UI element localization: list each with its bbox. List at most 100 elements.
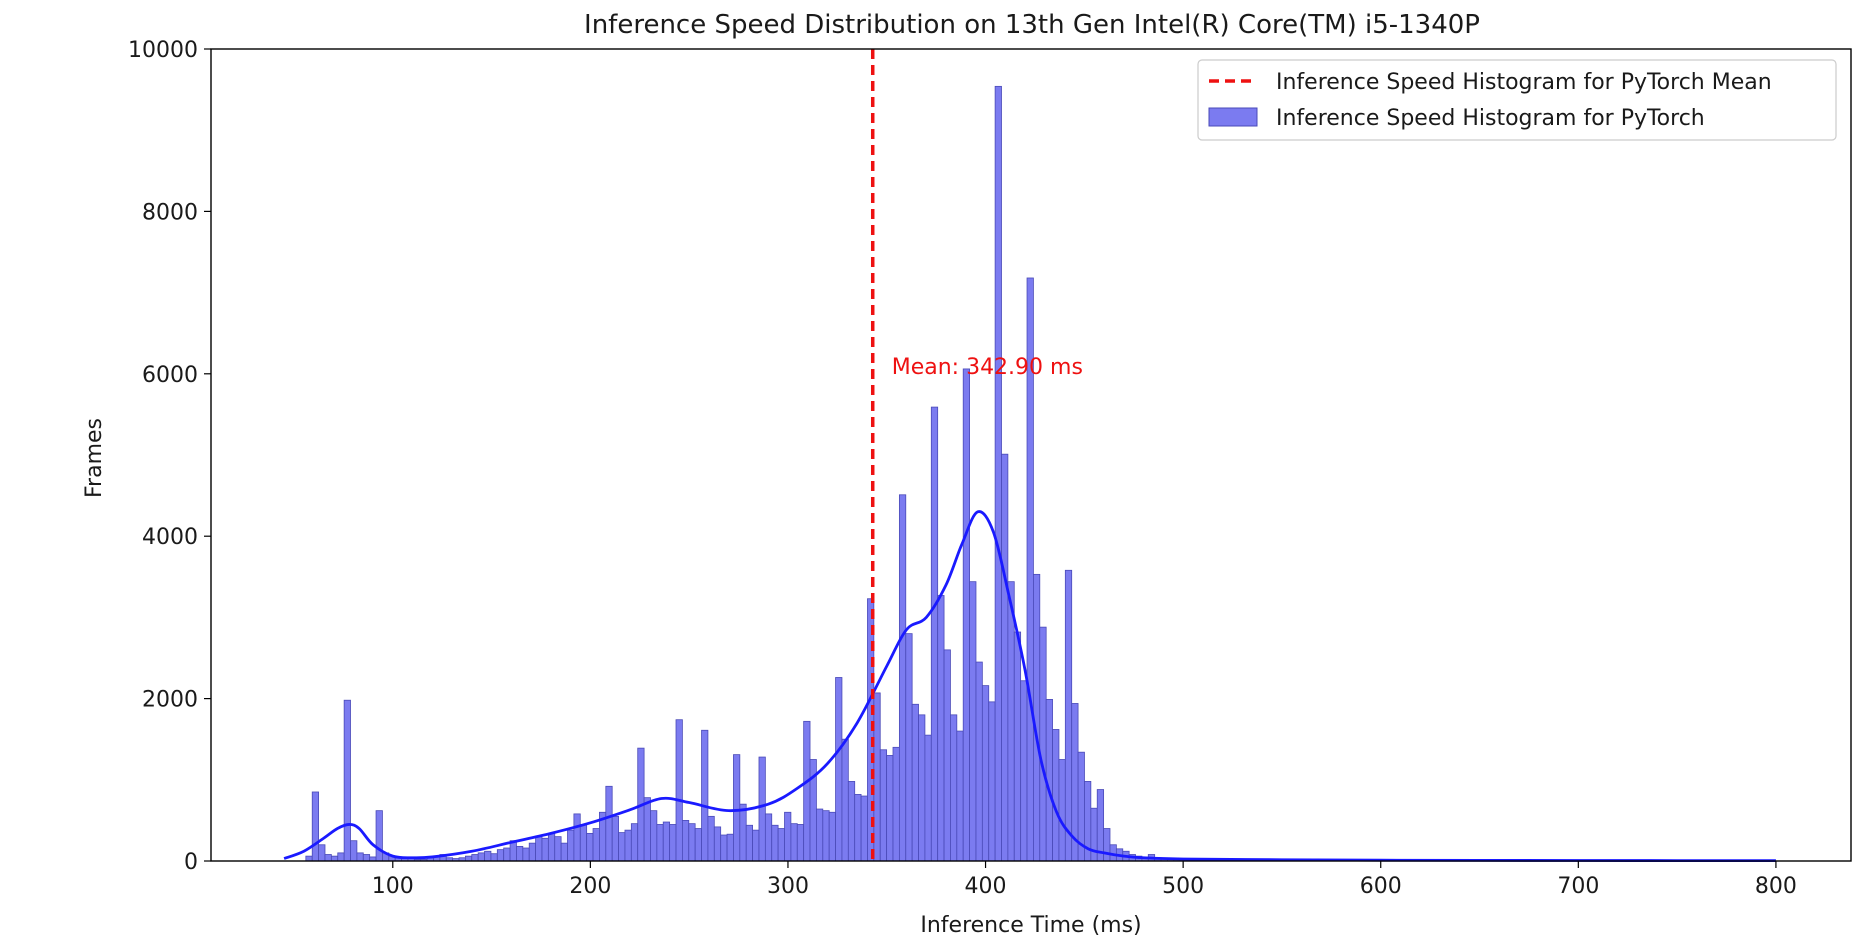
histogram-bar [542,838,548,861]
histogram-bar [804,721,810,861]
histogram-bar [555,837,561,861]
histogram-bar [963,369,969,861]
histogram-bar [516,846,522,861]
legend-histogram-swatch [1209,108,1257,126]
histogram-bar [785,812,791,861]
histogram-bar [816,809,822,861]
y-tick-label: 0 [184,850,198,875]
histogram-bar [753,830,759,861]
histogram-bar [982,686,988,861]
legend-label-histogram: Inference Speed Histogram for PyTorch [1276,106,1705,131]
y-tick-label: 4000 [142,525,198,550]
histogram-bar [1002,454,1008,861]
histogram-bar [778,829,784,861]
histogram-bar [950,715,956,861]
x-axis-label: Inference Time (ms) [920,913,1141,938]
y-tick-label: 6000 [142,363,198,388]
histogram-bar [733,755,739,861]
histogram-bar [523,848,529,861]
histogram-bar [676,720,682,861]
histogram-bar [376,811,382,861]
histogram-bar [989,702,995,861]
histogram-bar [593,829,599,861]
histogram-bar [746,825,752,861]
histogram-bar [1008,582,1014,861]
histogram-bar [855,794,861,861]
histogram-bar [976,662,982,861]
histogram-bar [472,855,478,862]
histogram-bar [561,843,567,861]
histogram-bar [644,798,650,861]
histogram-bar [325,855,331,862]
histogram-bar [625,830,631,861]
histogram-bar [836,677,842,861]
histogram-bar [919,715,925,861]
histogram-bar [331,856,337,861]
histogram-bar [708,816,714,861]
histogram-bar [478,853,484,861]
histogram-bar [568,830,574,861]
histogram-bar [970,582,976,861]
histogram-bar [887,755,893,861]
histogram-bar [931,407,937,861]
histogram-bar [682,820,688,861]
histogram-bar [848,781,854,861]
histogram-bar [587,833,593,861]
histogram-bar [823,811,829,861]
histogram-bar [740,804,746,861]
histogram-bar [657,824,663,861]
chart-title: Inference Speed Distribution on 13th Gen… [584,10,1480,40]
histogram-bar [829,812,835,861]
histogram-bar [772,825,778,861]
histogram-bar [319,845,325,861]
histogram-bar [906,634,912,861]
histogram-bar [893,747,899,861]
histogram-bar [874,693,880,861]
histogram-bar [938,595,944,861]
histogram-bar [631,824,637,861]
histogram-bar [1104,829,1110,861]
histogram-bar [702,730,708,861]
x-tick-label: 500 [1162,874,1204,899]
histogram-bar [1059,760,1065,862]
histogram-bar [497,850,503,861]
histogram-bar [797,824,803,861]
histogram-bar [574,814,580,861]
y-tick-label: 2000 [142,688,198,713]
histogram-bar [670,824,676,861]
histogram-bar [1021,681,1027,861]
histogram-bar [663,822,669,861]
histogram-bar [619,833,625,861]
histogram-bar [765,814,771,861]
y-tick-label: 10000 [128,38,198,63]
histogram-bar [791,824,797,861]
legend-label-mean: Inference Speed Histogram for PyTorch Me… [1276,70,1772,95]
histogram-bar [1040,627,1046,861]
histogram-bar [357,853,363,861]
histogram-bar [1097,790,1103,861]
histogram-bar [1053,729,1059,861]
histogram-bar [650,811,656,861]
histogram-bar [485,851,491,861]
histogram-bar [861,796,867,861]
histogram-bar [880,750,886,861]
histogram-bar [312,792,318,861]
histogram-bar [1065,570,1071,861]
histogram-bar [899,495,905,861]
histogram-bar [536,837,542,861]
histogram-bar [995,86,1001,861]
histogram-bar [695,829,701,861]
histogram-bar [759,757,765,861]
histogram-bar [338,853,344,861]
histogram-bar [727,834,733,861]
histogram-bar [580,824,586,861]
x-tick-label: 100 [372,874,414,899]
histogram-bar [504,848,510,861]
histogram-bar [548,833,554,861]
histogram-bar [351,841,357,861]
histogram-bar [606,786,612,861]
legend: Inference Speed Histogram for PyTorch Me… [1198,60,1836,140]
